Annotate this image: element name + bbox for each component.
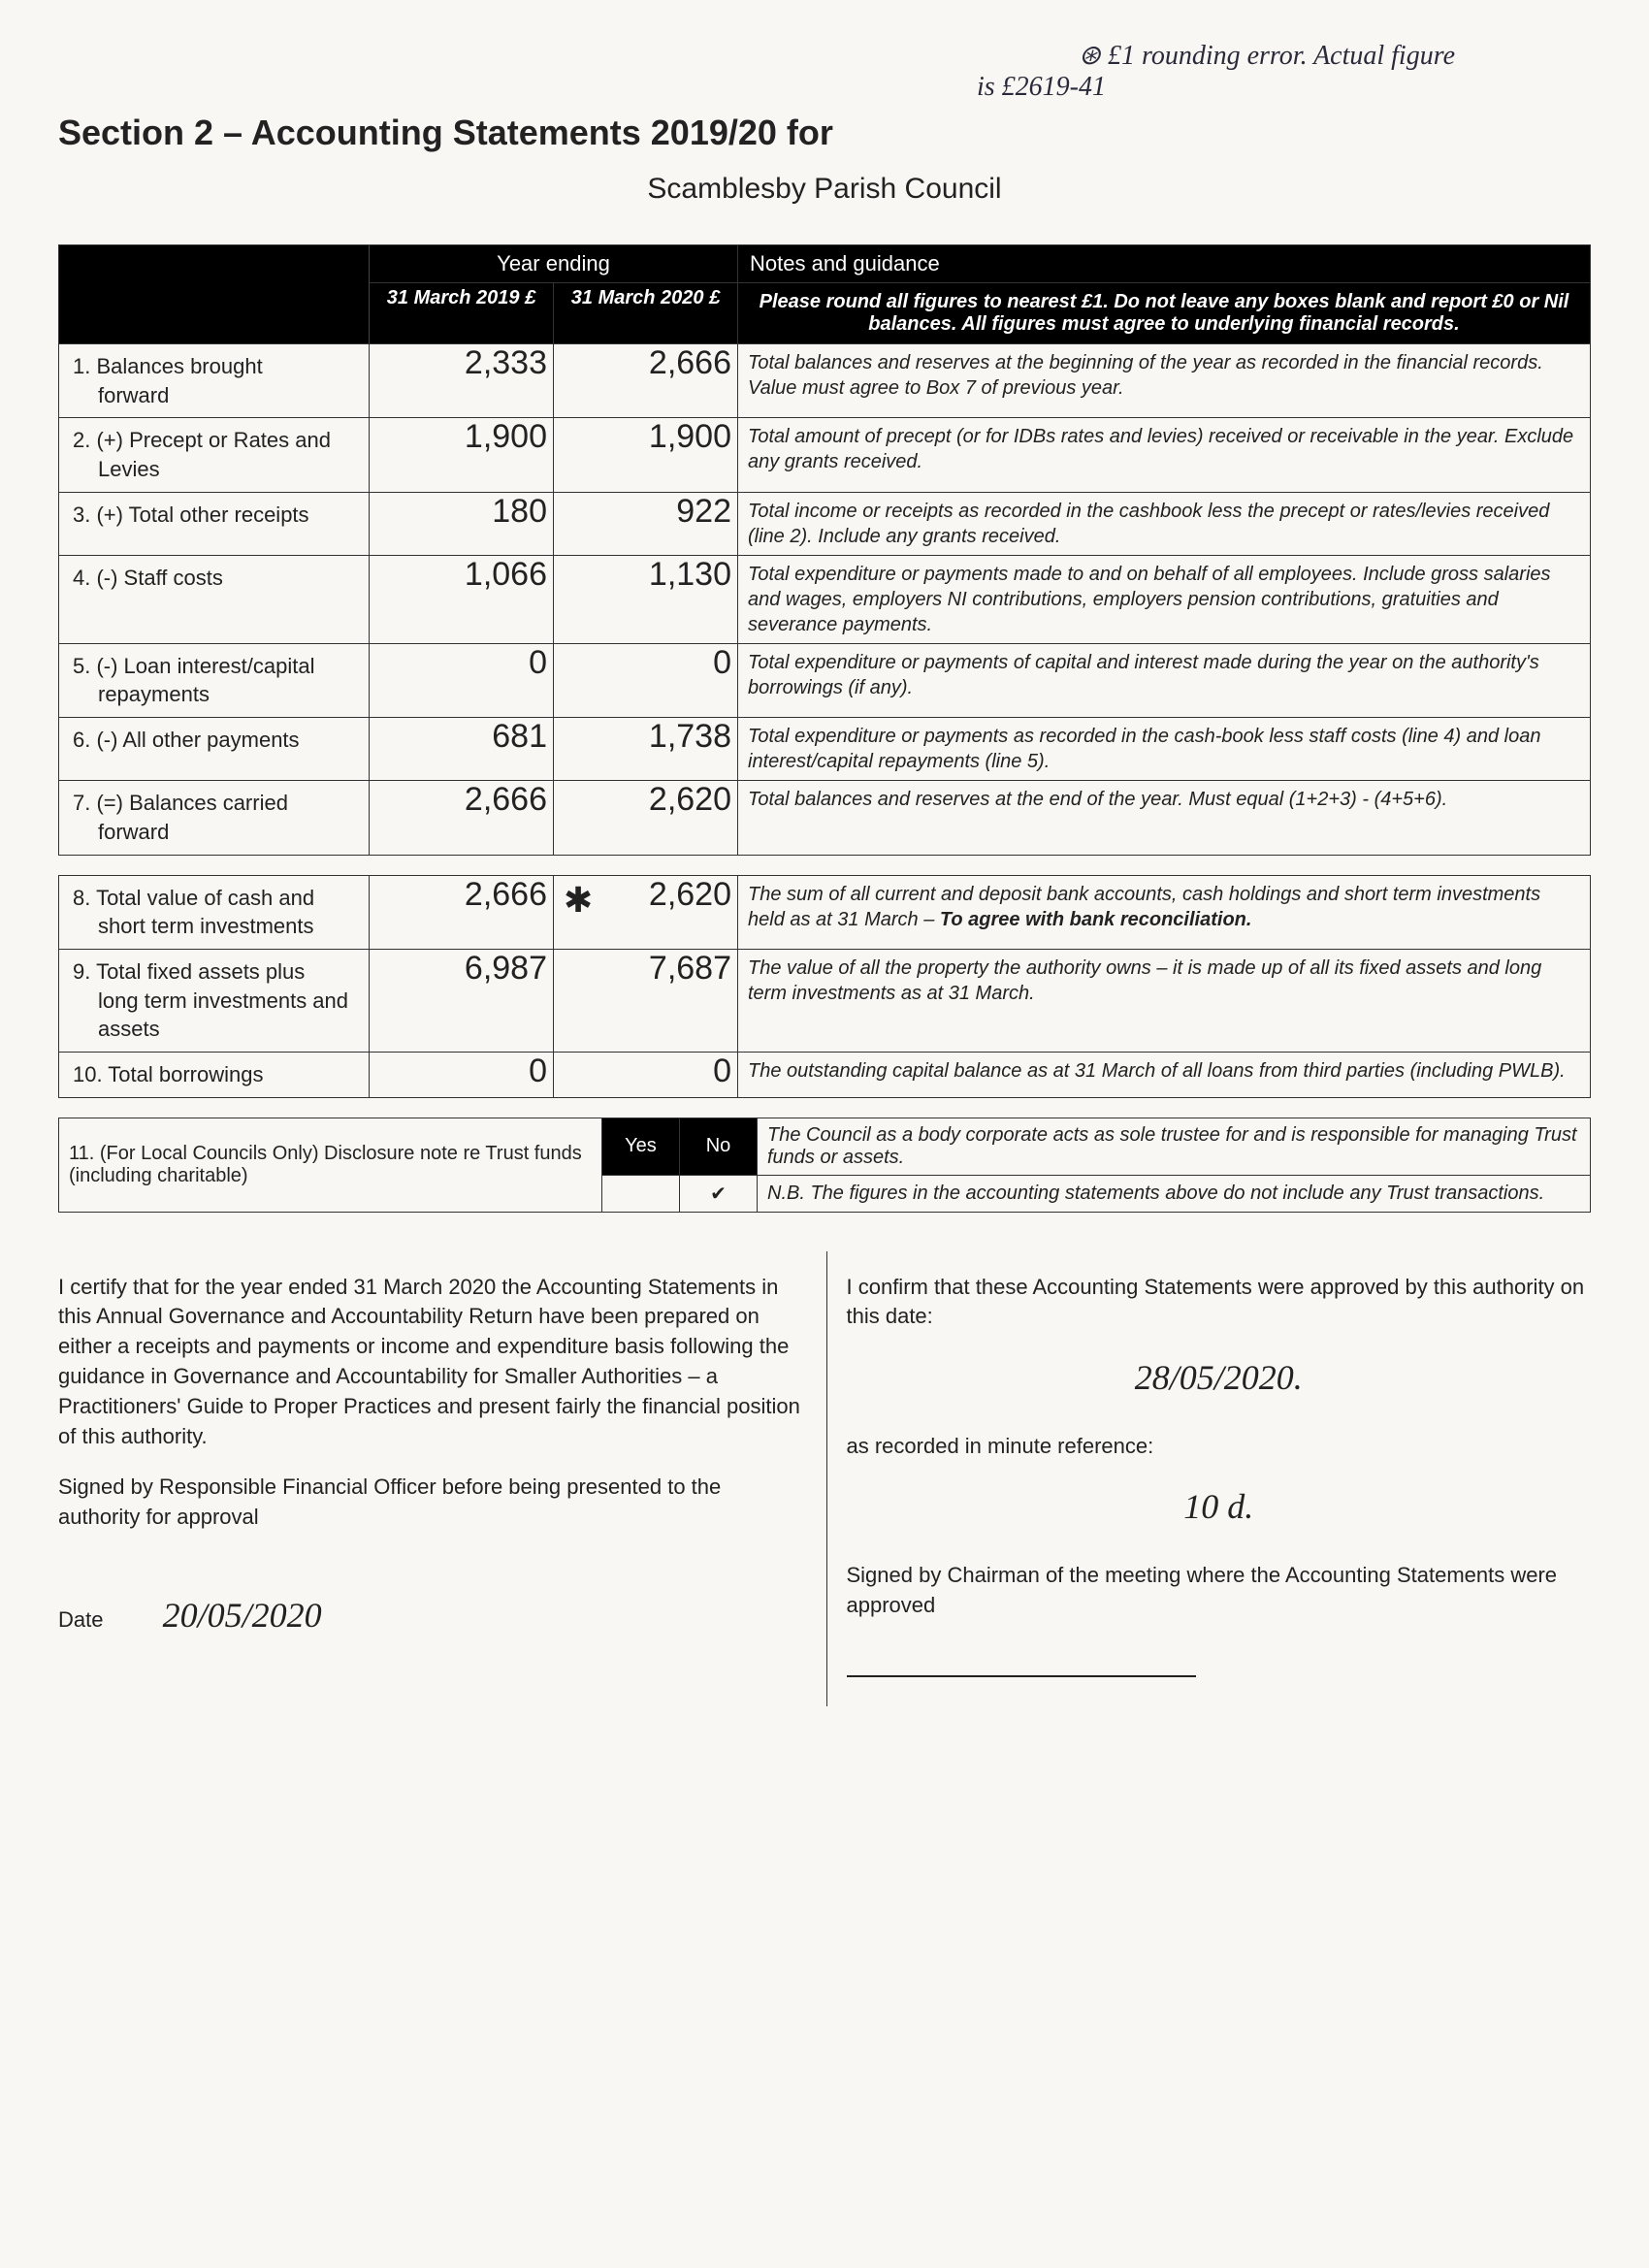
no-cell-tick: ✔	[680, 1175, 758, 1212]
handwritten-annotation: ⊛ £1 rounding error. Actual figure is £2…	[58, 39, 1591, 103]
yes-header: Yes	[602, 1118, 680, 1175]
disclosure-label: 11. (For Local Councils Only) Disclosure…	[59, 1118, 602, 1212]
table-row: 6. (-) All other payments 681 1,738 Tota…	[59, 718, 1591, 781]
table-row: 8. Total value of cash andshort term inv…	[59, 875, 1591, 949]
table-row: 1. Balances broughtforward 2,333 2,666 T…	[59, 344, 1591, 418]
approval-date: 28/05/2020.	[847, 1353, 1592, 1402]
note-cell-9: The value of all the property the author…	[738, 949, 1591, 1052]
note-cell-8: The sum of all current and deposit bank …	[738, 875, 1591, 949]
date-label: Date	[58, 1607, 103, 1632]
note-cell-10: The outstanding capital balance as at 31…	[738, 1052, 1591, 1097]
no-header: No	[680, 1118, 758, 1175]
disclosure-note-1: The Council as a body corporate acts as …	[758, 1118, 1591, 1175]
cert-right-column: I confirm that these Accounting Statemen…	[826, 1251, 1592, 1707]
certification-section: I certify that for the year ended 31 Mar…	[58, 1251, 1591, 1707]
notes-header: Notes and guidance	[738, 245, 1591, 283]
cert-left-p1: I certify that for the year ended 31 Mar…	[58, 1273, 803, 1452]
table-row: 4. (-) Staff costs 1,066 1,130 Total exp…	[59, 555, 1591, 643]
table-row: 7. (=) Balances carriedforward 2,666 2,6…	[59, 781, 1591, 855]
table-row: 10. Total borrowings 0 0 The outstanding…	[59, 1052, 1591, 1097]
cert-right-p2: as recorded in minute reference:	[847, 1432, 1592, 1462]
annotation-line1: ⊛ £1 rounding error. Actual figure	[58, 39, 1455, 72]
table-row: 5. (-) Loan interest/capitalrepayments 0…	[59, 643, 1591, 717]
yes-cell	[602, 1175, 680, 1212]
cert-left-column: I certify that for the year ended 31 Mar…	[58, 1251, 803, 1707]
table-row: 2. (+) Precept or Rates andLevies 1,900 …	[59, 418, 1591, 492]
council-name: Scamblesby Parish Council	[58, 173, 1591, 206]
col-2020-header: 31 March 2020 £	[554, 283, 738, 344]
notes-sub-header: Please round all figures to nearest £1. …	[738, 283, 1591, 344]
asterisk-mark: ✱	[564, 880, 593, 921]
section-title: Section 2 – Accounting Statements 2019/2…	[58, 113, 1591, 153]
chairman-signature-line	[847, 1641, 1592, 1677]
minute-reference: 10 d.	[847, 1482, 1592, 1531]
cert-right-p3: Signed by Chairman of the meeting where …	[847, 1561, 1592, 1621]
annotation-line2: is £2619-41	[58, 72, 1455, 103]
disclosure-table: 11. (For Local Councils Only) Disclosure…	[58, 1118, 1591, 1213]
col-2019-header: 31 March 2019 £	[370, 283, 554, 344]
year-ending-header: Year ending	[370, 245, 738, 283]
cert-left-p2: Signed by Responsible Financial Officer …	[58, 1473, 803, 1533]
rfo-date-signature: 20/05/2020	[163, 1596, 322, 1635]
accounting-table-2: 8. Total value of cash andshort term inv…	[58, 875, 1591, 1098]
cert-right-p1: I confirm that these Accounting Statemen…	[847, 1273, 1592, 1333]
accounting-table-1: Year ending Notes and guidance 31 March …	[58, 244, 1591, 856]
table-row: 9. Total fixed assets pluslong term inve…	[59, 949, 1591, 1052]
table-row: 3. (+) Total other receipts 180 922 Tota…	[59, 492, 1591, 555]
disclosure-note-2: N.B. The figures in the accounting state…	[758, 1175, 1591, 1212]
